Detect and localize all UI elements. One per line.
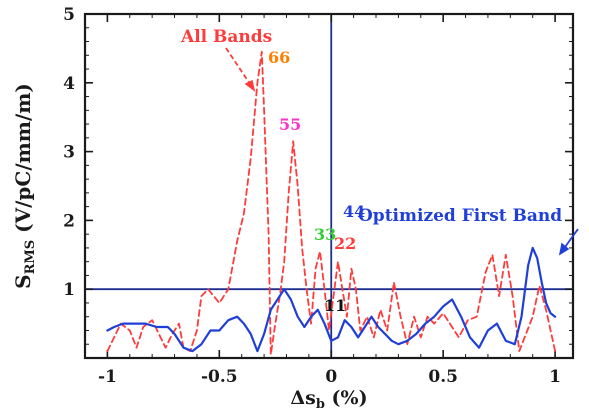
x-axis-label-unit: (%) xyxy=(325,387,368,409)
marker-label-66: 66 xyxy=(268,48,290,67)
series-optimized-first-band-line xyxy=(106,246,557,353)
x-tick-label: 0 xyxy=(325,367,337,387)
y-axis-label-sub: RMS xyxy=(23,240,38,275)
x-axis-label-sub: b xyxy=(316,397,325,411)
y-tick-label: 5 xyxy=(63,5,75,25)
marker-label-11: 11 xyxy=(324,296,346,315)
series-all-bands-line xyxy=(106,50,556,356)
annotation-optimized-first-band: Optimized First Band xyxy=(358,206,562,226)
all-bands-arrow-head xyxy=(244,79,256,92)
optimized-arrow-head xyxy=(558,242,570,256)
x-tick-label: -0.5 xyxy=(201,367,238,387)
y-tick-label: 2 xyxy=(63,211,75,231)
y-tick-label: 3 xyxy=(63,143,75,163)
x-tick-label: 1 xyxy=(549,367,561,387)
marker-label-44: 44 xyxy=(343,202,365,221)
plot-frame xyxy=(83,12,575,360)
y-axis-label-main: S xyxy=(11,274,35,288)
y-tick-label: 4 xyxy=(63,74,75,94)
x-axis-label-main: Δs xyxy=(290,387,315,409)
x-tick-label: -1 xyxy=(98,367,117,387)
y-axis-label-unit: (V/pC/mm/m) xyxy=(11,83,35,240)
annotation-all-bands: All Bands xyxy=(180,27,272,47)
x-tick-label: 0.5 xyxy=(428,367,458,387)
marker-label-33: 33 xyxy=(314,225,336,244)
x-axis-label: Δsb (%) xyxy=(290,387,367,411)
y-tick-label: 1 xyxy=(63,280,75,300)
y-axis-label: SRMS (V/pC/mm/m) xyxy=(11,83,38,289)
marker-label-22: 22 xyxy=(334,234,356,253)
marker-label-55: 55 xyxy=(279,115,301,134)
